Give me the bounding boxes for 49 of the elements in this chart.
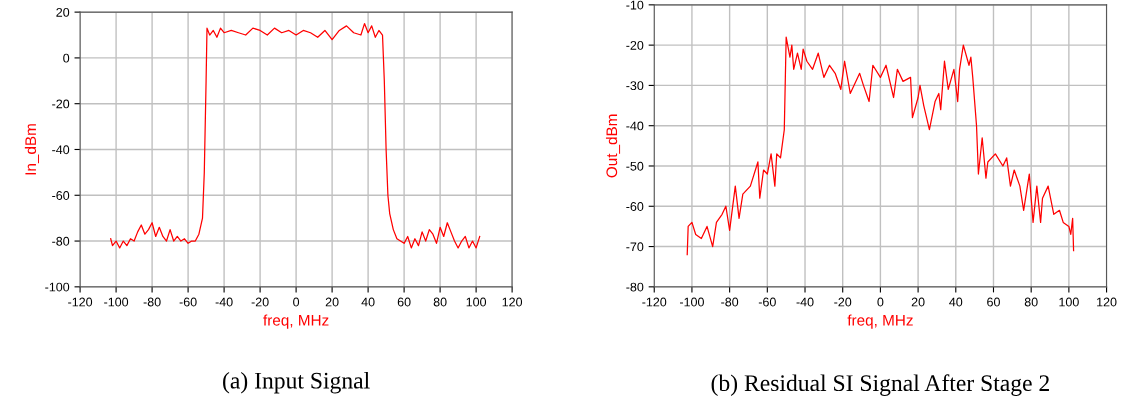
text: (a) Input Signal — [223, 372, 370, 394]
x-tick-label: 100 — [466, 297, 487, 307]
y-axis-title: Out_dBm — [605, 114, 621, 178]
y-tick-label: -40 — [52, 145, 70, 155]
x-tick-label: -20 — [834, 297, 852, 307]
x-axis-title: freq, MHz — [847, 314, 913, 329]
y-tick-label: -100 — [45, 282, 70, 292]
x-tick-label: -120 — [68, 297, 93, 307]
x-tick-label: 100 — [1059, 297, 1079, 307]
x-tick-label: -20 — [251, 297, 269, 307]
text: (b) Residual SI Signal After Stage 2 — [711, 374, 1049, 396]
x-tick-label: 120 — [1097, 297, 1117, 307]
x-tick-label: -80 — [143, 297, 161, 307]
y-tick-label: -30 — [626, 81, 644, 91]
x-tick-label: -40 — [796, 297, 814, 307]
y-tick-label: -50 — [626, 161, 644, 171]
x-axis-title: freq, MHz — [263, 314, 329, 329]
x-tick-label: -100 — [679, 297, 704, 307]
x-tick-label: 40 — [949, 297, 963, 307]
x-tick-label: 60 — [987, 297, 1000, 307]
y-tick-label: -40 — [626, 121, 644, 131]
x-tick-label: -60 — [758, 297, 776, 307]
x-tick-label: -60 — [179, 297, 197, 307]
x-tick-label: -40 — [215, 297, 233, 307]
y-tick-label: -10 — [626, 0, 644, 10]
x-tick-label: 80 — [1024, 297, 1038, 307]
y-tick-label: -70 — [626, 242, 644, 252]
y-tick-label: -80 — [52, 236, 70, 246]
x-tick-label: 40 — [361, 297, 375, 307]
x-tick-label: 80 — [433, 297, 447, 307]
x-tick-label: -80 — [721, 297, 739, 307]
y-tick-label: 20 — [56, 7, 70, 17]
y-tick-label: -60 — [52, 191, 70, 200]
x-tick-label: 0 — [877, 297, 884, 307]
y-axis-title: In_dBm — [24, 124, 39, 175]
x-tick-label: 20 — [911, 297, 925, 307]
line-series — [110, 22, 481, 249]
line-series — [686, 36, 1075, 256]
y-tick-label: 0 — [63, 53, 70, 63]
y-tick-label: -60 — [626, 202, 644, 211]
x-tick-label: 0 — [293, 297, 300, 307]
x-tick-label: 120 — [502, 297, 523, 307]
x-tick-label: 60 — [397, 297, 411, 307]
x-tick-label: -120 — [642, 297, 667, 307]
y-tick-label: -20 — [626, 40, 644, 50]
y-tick-label: -20 — [52, 99, 70, 109]
y-tick-label: -80 — [626, 282, 644, 292]
x-tick-label: 20 — [325, 297, 339, 307]
x-tick-label: -100 — [104, 297, 129, 307]
